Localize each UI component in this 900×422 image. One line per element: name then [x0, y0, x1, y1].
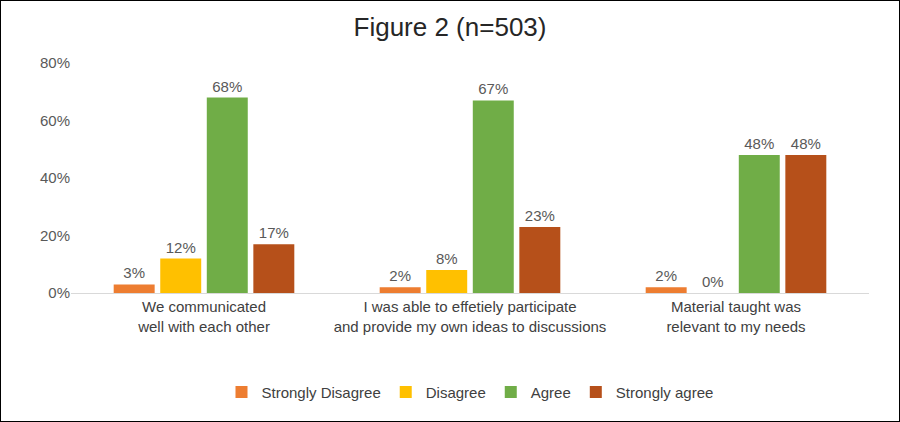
svg-text:3%: 3%: [123, 264, 145, 281]
svg-text:68%: 68%: [212, 78, 242, 95]
svg-text:Figure 2 (n=503): Figure 2 (n=503): [354, 12, 547, 42]
svg-text:I was able to effetiely partic: I was able to effetiely participateand p…: [334, 298, 607, 335]
svg-text:Strongly Disagree: Strongly Disagree: [262, 384, 381, 401]
svg-text:17%: 17%: [259, 224, 289, 241]
svg-text:48%: 48%: [744, 135, 774, 152]
svg-text:80%: 80%: [40, 54, 70, 71]
svg-text:20%: 20%: [40, 227, 70, 244]
svg-text:Material taught wasrelevant to: Material taught wasrelevant to my needs: [666, 298, 805, 335]
svg-text:Disagree: Disagree: [426, 384, 486, 401]
svg-text:8%: 8%: [436, 250, 458, 267]
svg-text:12%: 12%: [166, 239, 196, 256]
svg-text:67%: 67%: [478, 80, 508, 97]
svg-text:2%: 2%: [655, 267, 677, 284]
svg-text:40%: 40%: [40, 169, 70, 186]
svg-text:60%: 60%: [40, 112, 70, 129]
svg-text:Strongly agree: Strongly agree: [616, 384, 714, 401]
svg-text:Agree: Agree: [531, 384, 571, 401]
svg-text:0%: 0%: [48, 284, 70, 301]
svg-text:We communicatedwell with each: We communicatedwell with each other: [137, 298, 270, 335]
svg-text:2%: 2%: [389, 267, 411, 284]
svg-text:23%: 23%: [525, 207, 555, 224]
svg-text:48%: 48%: [791, 135, 821, 152]
svg-text:0%: 0%: [702, 273, 724, 290]
